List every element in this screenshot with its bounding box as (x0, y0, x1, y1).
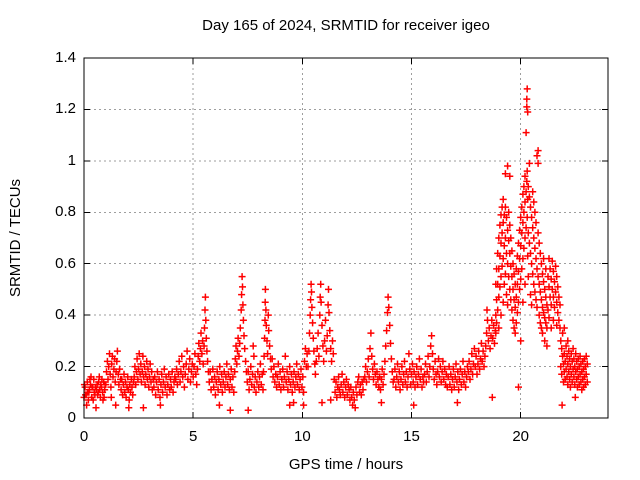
y-tick-label: 0.8 (55, 203, 76, 221)
data-points (80, 85, 591, 414)
x-tick-label: 0 (79, 428, 89, 445)
y-tick-label: 0.4 (55, 306, 76, 324)
x-tick-label: 15 (403, 428, 420, 445)
y-tick-label: 0 (67, 409, 76, 426)
y-tick-label: 0.2 (55, 357, 76, 375)
x-tick-label: 10 (293, 428, 311, 445)
x-axis-label: GPS time / hours (288, 456, 404, 473)
y-tick-label: 1.4 (55, 49, 76, 66)
y-tick-label: 1.2 (55, 100, 76, 118)
chart-title: Day 165 of 2024, SRMTID for receiver ige… (202, 17, 490, 34)
y-tick-label: 0.6 (55, 254, 76, 272)
plot-border (83, 57, 609, 419)
x-tick-label: 20 (512, 428, 529, 445)
y-tick-label: 1 (67, 151, 76, 169)
x-tick-label: 5 (188, 428, 198, 445)
